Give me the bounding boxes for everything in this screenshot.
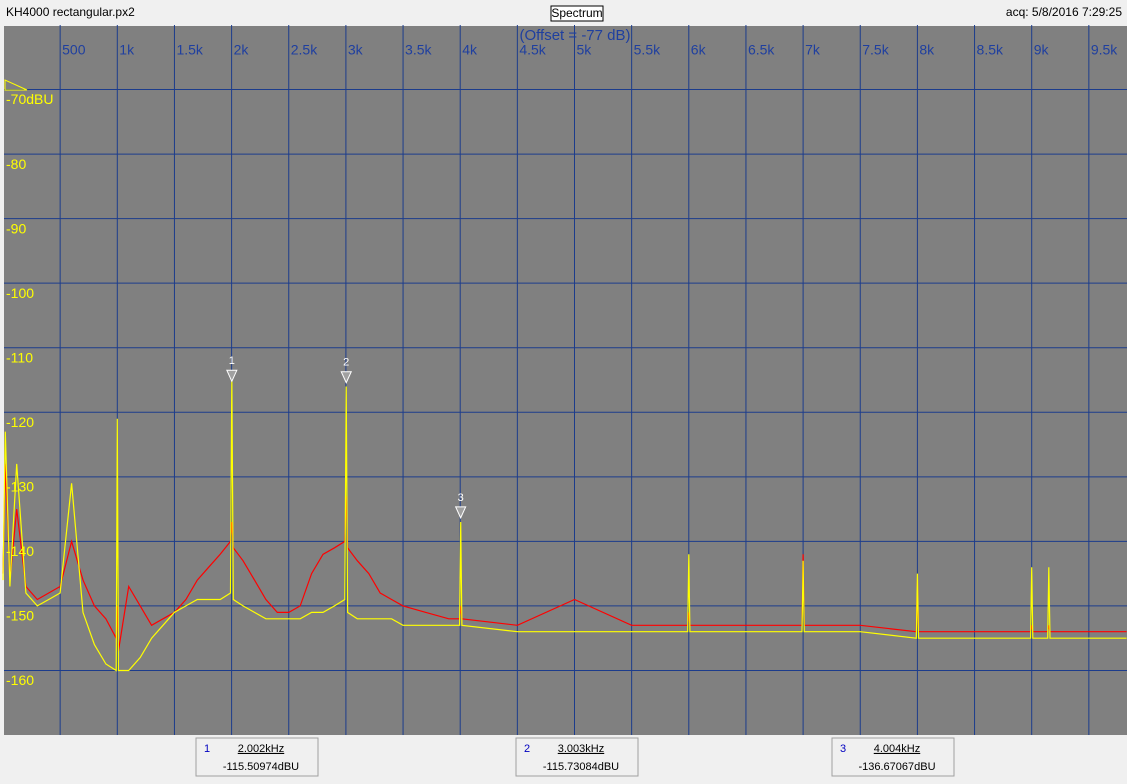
- acquisition-time: acq: 5/8/2016 7:29:25: [1006, 5, 1122, 19]
- offset-annotation: (Offset = -77 dB): [519, 27, 630, 44]
- x-tick-label: 4.5k: [519, 42, 546, 58]
- marker-number: 2: [343, 357, 349, 369]
- marker-frequency: 4.004kHz: [874, 743, 920, 755]
- x-tick-label: 500: [62, 42, 86, 58]
- marker-level: -115.50974dBU: [223, 761, 299, 773]
- view-box[interactable]: [550, 5, 604, 22]
- y-tick-label: -100: [6, 285, 34, 301]
- marker-id: 1: [204, 743, 210, 755]
- y-tick-label: -80: [6, 156, 26, 172]
- marker-readout[interactable]: [515, 737, 639, 777]
- plot-area: [4, 26, 1127, 735]
- labels: 500 1k 1.5k 2k 2.5k 3k 3.5k 4k 4.5k 5k 5.5k 6k 6.5k 7…: [6, 42, 1118, 688]
- marker-id: 2: [524, 743, 530, 755]
- x-tick-label: 7k: [805, 42, 821, 58]
- x-tick-label: 3k: [348, 42, 364, 58]
- marker-frequency: 2.002kHz: [238, 743, 284, 755]
- y-tick-label: -140: [6, 543, 34, 559]
- file-name: KH4000 rectangular.px2: [6, 5, 135, 19]
- marker-readout[interactable]: [831, 737, 955, 777]
- view-label[interactable]: Spectrum: [551, 6, 602, 20]
- marker-id: 3: [840, 743, 846, 755]
- y-tick-label: -90: [6, 220, 26, 236]
- x-tick-label: 7.5k: [862, 42, 889, 58]
- marker-number: 3: [458, 492, 464, 504]
- marker-frequency: 3.003kHz: [558, 743, 604, 755]
- x-tick-label: 1k: [119, 42, 135, 58]
- y-tick-label: -110: [6, 349, 33, 365]
- x-tick-label: 6.5k: [748, 42, 775, 58]
- x-tick-label: 1.5k: [176, 42, 203, 58]
- marker-level: -136.67067dBU: [858, 761, 935, 773]
- x-tick-label: 4k: [462, 42, 478, 58]
- x-tick-label: 2.5k: [291, 42, 318, 58]
- x-tick-label: 3.5k: [405, 42, 432, 58]
- spectrum-trace: [2, 373, 1127, 672]
- marker-level: -115.73084dBU: [543, 761, 619, 773]
- reference-marker: [4, 79, 28, 91]
- x-tick-label: 9.5k: [1091, 42, 1118, 58]
- marker-readout[interactable]: [195, 737, 319, 777]
- x-tick-label: 5.5k: [634, 42, 661, 58]
- marker-number: 1: [229, 355, 235, 367]
- x-tick-label: 8.5k: [977, 42, 1004, 58]
- x-tick-label: 9k: [1034, 42, 1050, 58]
- y-tick-label: -130: [6, 479, 34, 495]
- y-tick-label: -160: [6, 672, 34, 688]
- y-tick-label: -70dBU: [6, 91, 53, 107]
- x-tick-label: 5k: [577, 42, 593, 58]
- traces: 1 2 3: [2, 355, 1127, 672]
- y-tick-label: -150: [6, 608, 34, 624]
- x-tick-label: 8k: [919, 42, 935, 58]
- y-tick-label: -120: [6, 414, 34, 430]
- marker-triangle[interactable]: [454, 506, 467, 520]
- spectrum-trace: [2, 463, 1127, 652]
- x-tick-label: 2k: [234, 42, 250, 58]
- x-tick-label: 6k: [691, 42, 707, 58]
- marker-triangle[interactable]: [340, 371, 353, 384]
- marker-triangle[interactable]: [226, 369, 238, 383]
